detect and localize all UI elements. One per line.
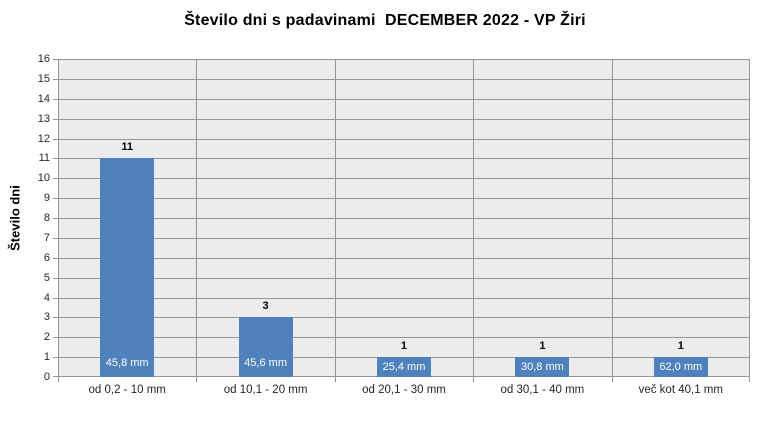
bar: 45,6 mm — [238, 317, 293, 377]
bar-inner-label: 25,4 mm — [382, 361, 426, 374]
horizontal-gridline — [53, 278, 750, 279]
y-tick-label: 15 — [37, 72, 50, 85]
horizontal-gridline — [53, 218, 750, 219]
bar: 30,8 mm — [515, 357, 570, 377]
y-tick-label: 13 — [37, 112, 50, 125]
y-tick-label: 3 — [43, 311, 50, 324]
bar-inner-label: 45,8 mm — [105, 357, 149, 369]
bar-value-label: 3 — [262, 300, 269, 313]
bar-inner-label: 45,6 mm — [244, 357, 287, 369]
bar: 62,0 mm — [653, 357, 708, 377]
horizontal-gridline — [53, 337, 750, 338]
horizontal-gridline — [53, 158, 750, 159]
bar-value-label: 1 — [539, 340, 546, 353]
y-tick-label: 4 — [43, 291, 50, 304]
y-tick-label: 5 — [43, 271, 50, 284]
y-tick-label: 11 — [38, 152, 50, 165]
y-tick-label: 1 — [43, 351, 50, 364]
vertical-gridline — [612, 59, 613, 382]
y-tick-label: 16 — [37, 53, 50, 65]
horizontal-gridline — [53, 99, 750, 100]
horizontal-gridline — [53, 59, 750, 60]
vertical-gridline — [196, 59, 197, 382]
horizontal-gridline — [53, 298, 750, 299]
bar-inner-label: 30,8 mm — [520, 361, 564, 374]
bar: 25,4 mm — [377, 357, 431, 377]
vertical-gridline — [473, 59, 474, 382]
category-label: od 0,2 - 10 mm — [88, 384, 166, 396]
bar-value-label: 1 — [400, 340, 408, 353]
y-tick-label: 14 — [37, 92, 50, 105]
bar-value-label: 1 — [677, 340, 684, 353]
vertical-gridline — [749, 59, 750, 382]
category-label: od 30,1 - 40 mm — [500, 384, 585, 396]
bar-inner-label: 62,0 mm — [659, 361, 703, 374]
horizontal-gridline — [53, 119, 750, 120]
y-tick-label: 0 — [43, 371, 50, 383]
horizontal-gridline — [53, 198, 750, 199]
category-label: od 20,1 - 30 mm — [362, 384, 446, 396]
horizontal-gridline — [53, 79, 750, 80]
y-tick-label: 6 — [43, 251, 50, 264]
y-tick-label: 12 — [37, 132, 50, 145]
plot-area: 45,8 mm 11 od 0,2 - 10 mm 45,6 mm 3 od 10,1 -… — [53, 59, 750, 396]
y-tick-label: 9 — [43, 192, 50, 205]
horizontal-gridline — [53, 258, 750, 259]
y-tick-label: 2 — [43, 331, 50, 344]
vertical-gridline — [335, 59, 336, 382]
bar: 45,8 mm — [100, 158, 155, 377]
y-tick-label: 10 — [37, 172, 50, 185]
chart-title: Število dni s padavinami DECEMBER 2022 -… — [184, 12, 586, 29]
category-label: od 10,1 - 20 mm — [223, 384, 308, 396]
y-axis-line — [58, 59, 59, 382]
bar-value-label: 11 — [121, 141, 134, 154]
y-tick-label: 8 — [43, 212, 50, 224]
horizontal-gridline — [53, 139, 750, 140]
horizontal-gridline — [53, 178, 750, 179]
y-tick-label: 7 — [43, 231, 50, 244]
horizontal-gridline — [53, 238, 750, 239]
category-label: več kot 40,1 mm — [638, 384, 723, 396]
horizontal-gridline — [53, 317, 750, 318]
